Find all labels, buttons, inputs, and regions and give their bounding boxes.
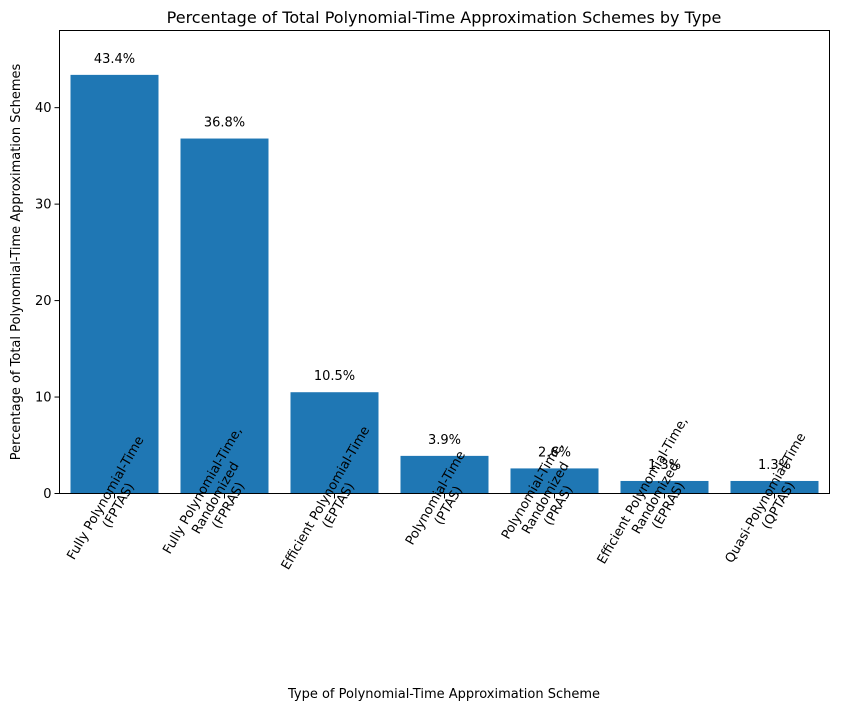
bar-value-label-3: 3.9% xyxy=(428,433,461,448)
bar-3 xyxy=(400,455,489,494)
y-tick-label-1: 10 xyxy=(35,391,52,406)
x-tick-label-4: Polynomial-Time,Randomized(PRAS) xyxy=(499,439,593,557)
y-tick-label-3: 30 xyxy=(35,198,52,213)
y-tick-label-4: 40 xyxy=(35,101,52,116)
x-axis-label: Type of Polynomial-Time Approximation Sc… xyxy=(287,687,600,702)
y-axis: 0 10 20 30 40 xyxy=(35,101,60,502)
x-tick-label-5: Efficient Polynomial-Time,Randomized(EPR… xyxy=(595,415,718,582)
bar-0 xyxy=(70,74,159,494)
bar-value-label-5: 1.3% xyxy=(648,458,681,473)
chart-title: Percentage of Total Polynomial-Time Appr… xyxy=(167,8,722,27)
x-tick-label-6: Quasi-Polynomial-Time(QPTAS) xyxy=(723,431,823,574)
bar-value-label-2: 10.5% xyxy=(314,369,355,384)
bar-4 xyxy=(510,468,599,494)
bar-value-label-4: 2.6% xyxy=(538,445,571,460)
bar-1 xyxy=(180,138,269,494)
bar-value-label-6: 1.3% xyxy=(758,458,791,473)
bar-2 xyxy=(290,392,379,494)
bar-value-label-0: 43.4% xyxy=(94,52,135,67)
bar-5 xyxy=(620,480,709,494)
y-tick-label-0: 0 xyxy=(43,487,51,502)
bars-group: 43.4% 36.8% 10.5% 3.9% 2.6% 1.3% 1.3% xyxy=(70,52,819,494)
bar-value-label-1: 36.8% xyxy=(204,116,245,131)
y-tick-label-2: 20 xyxy=(35,294,52,309)
plot-frame xyxy=(59,30,830,494)
bar-6 xyxy=(730,480,819,494)
y-axis-label: Percentage of Total Polynomial-Time Appr… xyxy=(9,63,24,460)
